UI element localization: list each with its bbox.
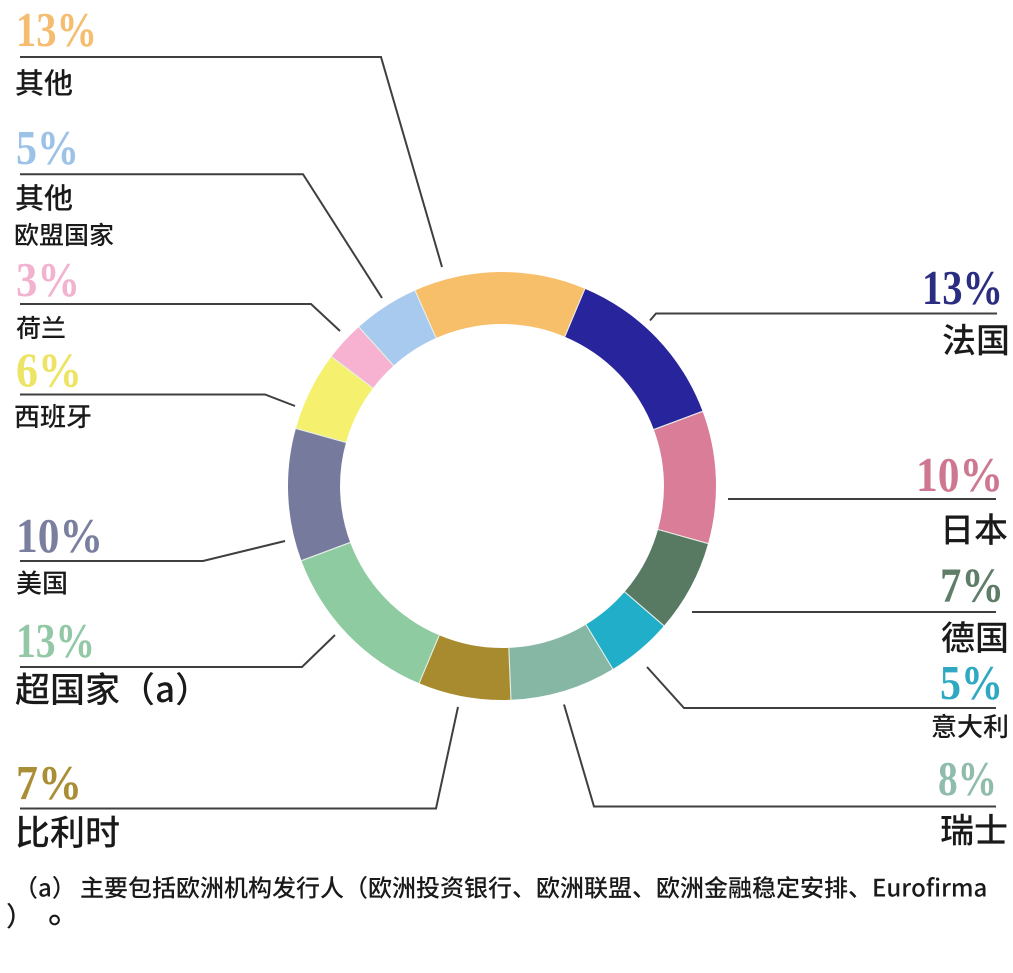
- svg-text:5%: 5%: [16, 120, 79, 175]
- svg-text:13%: 13%: [16, 2, 97, 57]
- svg-text:10%: 10%: [916, 447, 1003, 502]
- svg-text:13%: 13%: [922, 260, 1003, 315]
- svg-text:8%: 8%: [938, 751, 997, 806]
- svg-text:13%: 13%: [16, 613, 95, 668]
- svg-text:5%: 5%: [940, 655, 1003, 710]
- svg-text:7%: 7%: [16, 755, 82, 810]
- svg-text:3%: 3%: [16, 252, 80, 307]
- svg-text:7%: 7%: [940, 558, 1004, 613]
- svg-text:6%: 6%: [16, 343, 82, 398]
- svg-text:10%: 10%: [16, 508, 103, 563]
